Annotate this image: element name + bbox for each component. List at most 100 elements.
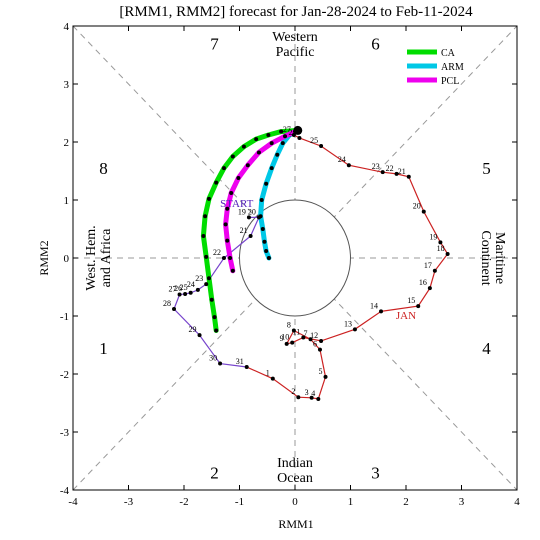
day-label: 21 [240, 226, 248, 235]
day-point [296, 395, 301, 400]
region-label-western-pacific-line1: Western [272, 30, 318, 45]
day-label: 7 [304, 329, 308, 338]
forecast-point-arm [269, 166, 274, 171]
day-label: 27 [169, 285, 177, 294]
day-label: 30 [209, 354, 217, 363]
forecast-point-ca [201, 233, 206, 238]
day-point [248, 233, 253, 238]
forecast-point-pcl [230, 268, 235, 273]
day-label: 23 [195, 274, 203, 283]
day-point [301, 335, 306, 340]
forecast-point-arm [275, 152, 280, 157]
region-label-indian-ocean-line1: Indian [277, 456, 313, 471]
month-label-jan: JAN [396, 310, 416, 322]
day-point [218, 361, 223, 366]
forecast-line-pcl [223, 127, 301, 274]
day-point [172, 307, 177, 312]
day-label: 24 [187, 280, 195, 289]
forecast-point-pcl [223, 222, 228, 227]
day-label: 9 [280, 334, 284, 343]
phase-number: 8 [99, 159, 108, 178]
day-label: 24 [338, 155, 346, 164]
phase-number: 7 [210, 34, 219, 53]
day-label: 2 [291, 387, 295, 396]
day-label: 17 [424, 261, 432, 270]
day-point [427, 286, 432, 291]
day-point [291, 328, 296, 333]
day-point [316, 396, 321, 401]
day-label: 15 [407, 296, 415, 305]
day-point [309, 395, 314, 400]
day-label: 6 [313, 340, 317, 349]
chart-title: [RMM1, RMM2] forecast for Jan-28-2024 to… [119, 4, 473, 20]
day-point [319, 338, 324, 343]
day-label: 19 [238, 207, 246, 216]
y-tick-label: -2 [60, 369, 69, 381]
day-point [394, 171, 399, 176]
forecast-point-arm [259, 198, 264, 202]
y-tick-label: 3 [64, 79, 70, 91]
day-point [438, 240, 443, 245]
y-tick-label: 1 [64, 195, 70, 207]
forecast-point-arm [262, 239, 267, 244]
phase-number: 6 [371, 34, 380, 53]
forecast-point-ca [206, 276, 211, 281]
forecast-point-ca [214, 328, 219, 333]
day-point [406, 174, 411, 179]
day-label: 11 [293, 327, 301, 336]
day-point [204, 282, 209, 287]
day-label: 21 [398, 167, 406, 176]
day-label: 25 [310, 136, 318, 145]
forecast-point-arm [264, 249, 269, 254]
day-point [284, 341, 289, 346]
forecast-point-pcl [269, 141, 274, 146]
day-point [445, 251, 450, 256]
forecast-point-pcl [283, 134, 288, 139]
day-point [183, 291, 188, 296]
forecast-point-ca [221, 166, 226, 171]
phase-number: 5 [482, 159, 491, 178]
forecast-point-arm [264, 181, 269, 186]
day-label: 23 [372, 162, 380, 171]
forecast-point-ca [203, 214, 208, 219]
day-point [270, 376, 275, 381]
month-label-start: START [220, 198, 254, 210]
day-point [317, 347, 322, 352]
region-label-indian-ocean-line2: Ocean [277, 471, 313, 486]
x-tick-label: 4 [514, 496, 520, 508]
day-label: 12 [310, 331, 318, 340]
day-point [177, 292, 182, 297]
day-label: 22 [213, 248, 221, 257]
day-label: 19 [429, 232, 437, 241]
phase-number: 4 [482, 339, 491, 358]
day-label: 25 [180, 283, 188, 292]
day-point [379, 309, 384, 314]
day-point [346, 163, 351, 168]
x-axis-label: RMM1 [278, 517, 313, 531]
day-point [195, 287, 200, 292]
region-label-maritime-line2: Continent [478, 230, 493, 285]
start-point [293, 125, 303, 135]
x-tick-label: -1 [235, 496, 244, 508]
y-tick-label: 0 [64, 253, 70, 265]
region-label-western-pacific-line2: Pacific [276, 45, 315, 60]
forecast-point-arm [266, 256, 271, 260]
day-point [290, 340, 295, 345]
day-label: 1 [266, 369, 270, 378]
x-tick-label: 3 [459, 496, 465, 508]
day-point [197, 333, 202, 338]
forecast-point-ca [204, 254, 209, 259]
day-point [421, 209, 426, 214]
day-point [432, 268, 437, 273]
day-label: 18 [437, 244, 445, 253]
day-point [352, 327, 357, 332]
day-label: 26 [288, 128, 296, 137]
forecast-line-ca [200, 127, 301, 333]
day-label: 22 [386, 164, 394, 173]
day-label: 3 [305, 388, 309, 397]
x-tick-label: 1 [348, 496, 354, 508]
legend-label-arm: ARM [441, 62, 464, 73]
day-point [244, 365, 249, 370]
day-label: 27 [283, 125, 291, 134]
